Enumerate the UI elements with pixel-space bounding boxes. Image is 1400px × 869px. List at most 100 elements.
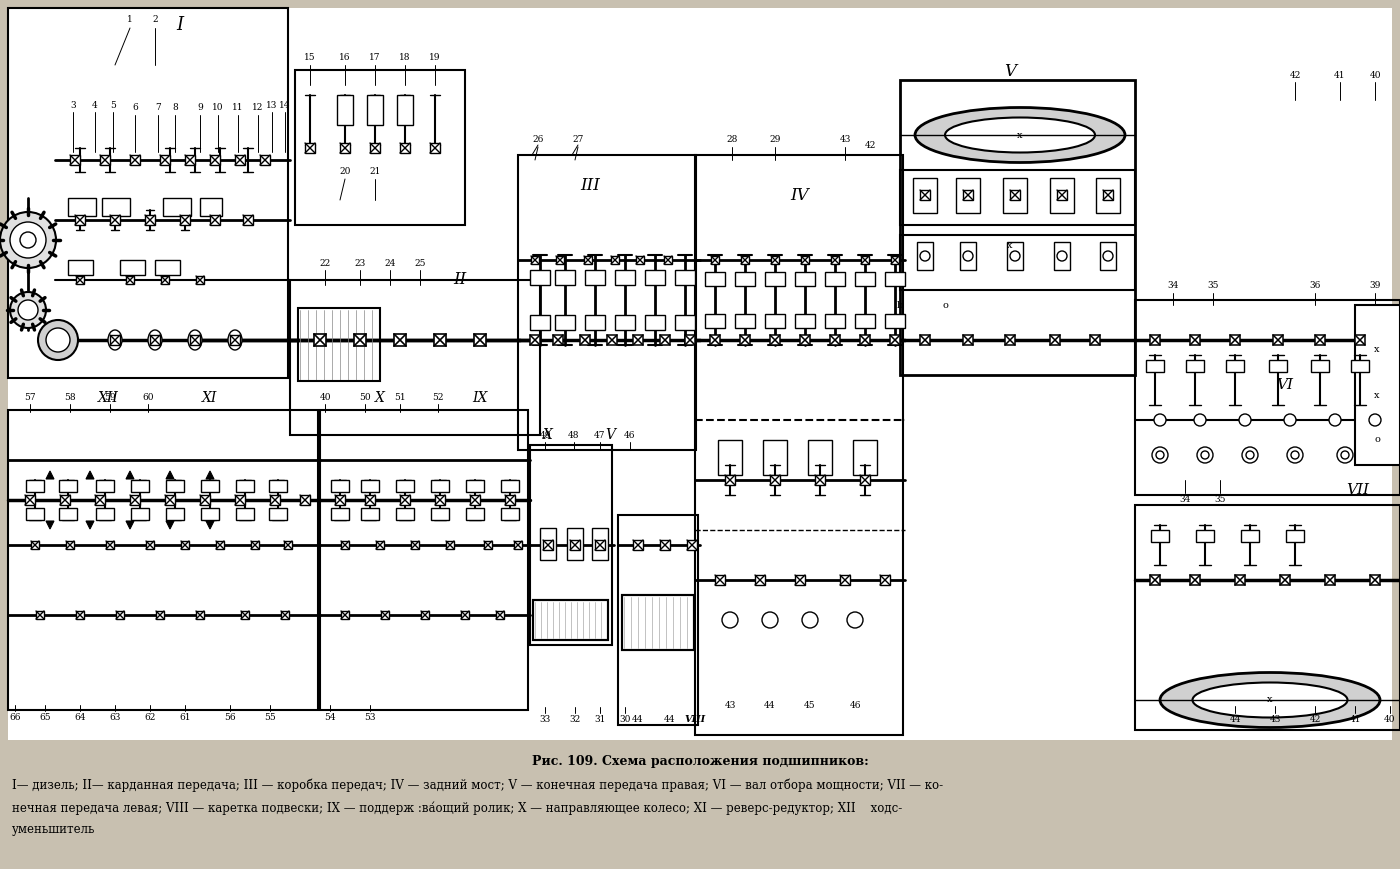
Bar [66,541,74,549]
Bar [615,270,636,285]
Text: V: V [605,428,615,442]
Bar [25,495,35,505]
Bar [570,540,580,550]
Text: 40: 40 [1369,70,1380,79]
Bar [260,155,270,165]
Text: IX: IX [472,391,487,405]
Text: 2: 2 [153,16,158,24]
Bar [496,611,504,619]
Text: 27: 27 [573,136,584,144]
Bar [735,272,755,286]
Bar [196,611,204,619]
Circle shape [963,251,973,261]
Bar [435,495,445,505]
Text: 12: 12 [252,103,263,112]
Bar [795,314,815,328]
Bar [920,335,930,345]
Text: 40: 40 [319,393,330,401]
Bar [1280,575,1289,585]
Bar [31,541,39,549]
Bar [235,155,245,165]
Text: x: x [1007,241,1012,249]
Bar [963,335,973,345]
Text: 64: 64 [74,713,85,722]
Bar [365,495,375,505]
Bar [36,611,43,619]
Bar [1371,575,1380,585]
Bar [393,334,406,346]
Bar [675,315,694,330]
Bar [126,276,134,284]
Text: 51: 51 [395,393,406,401]
Text: 41: 41 [1350,715,1361,725]
Bar [890,335,900,345]
Bar [237,480,253,492]
Bar [1054,242,1070,270]
Bar [130,495,140,505]
Bar [861,256,869,264]
Text: нечная передача левая; VIII — каретка подвески; IX — поддерж :ва́ощий ролик; X —: нечная передача левая; VIII — каретка по… [13,801,902,815]
Bar [920,190,930,200]
Circle shape [1197,447,1212,463]
Text: 20: 20 [339,168,350,176]
Bar [1007,242,1023,270]
Text: III: III [580,176,601,194]
Text: V: V [1004,63,1016,81]
Bar [361,508,379,520]
Bar [300,495,309,505]
Text: IV: IV [791,187,809,203]
Bar [237,508,253,520]
Bar [1147,360,1163,372]
Bar [706,314,725,328]
Bar [370,143,379,153]
Bar [1100,242,1116,270]
Text: X: X [375,391,385,405]
Text: 57: 57 [24,393,36,401]
Bar [963,190,973,200]
Circle shape [1009,251,1021,261]
Bar [853,440,876,475]
Bar [330,480,349,492]
Text: 41: 41 [1334,70,1345,79]
Bar [69,260,92,275]
Polygon shape [167,521,174,529]
Bar [298,308,379,381]
Text: 35: 35 [1207,282,1219,290]
Bar [855,272,875,286]
Bar [694,155,903,735]
Bar [97,480,113,492]
Text: 40: 40 [1385,715,1396,725]
Text: 4: 4 [92,101,98,109]
Bar [741,256,749,264]
Text: 66: 66 [10,713,21,722]
Circle shape [18,300,38,320]
Bar [161,276,169,284]
Bar [377,541,384,549]
Bar [664,256,672,264]
Bar [741,335,750,345]
Circle shape [1239,414,1252,426]
Text: b: b [897,301,903,309]
Bar [447,541,454,549]
Bar [1235,575,1245,585]
Bar [59,480,77,492]
Circle shape [1201,451,1210,459]
Text: 39: 39 [1369,282,1380,290]
Bar [881,575,890,585]
Bar [610,256,619,264]
Text: X: X [543,428,553,442]
Bar [860,475,869,485]
Bar [1057,190,1067,200]
Text: o: o [1373,435,1380,445]
Bar [466,508,484,520]
Bar [584,256,592,264]
Text: 15: 15 [304,54,316,63]
Bar [337,95,353,125]
Bar [470,495,480,505]
Text: 30: 30 [619,715,630,725]
Text: 44: 44 [633,715,644,725]
Text: 9: 9 [197,103,203,112]
Bar [1149,575,1161,585]
Circle shape [1152,447,1168,463]
Text: 24: 24 [385,258,396,268]
